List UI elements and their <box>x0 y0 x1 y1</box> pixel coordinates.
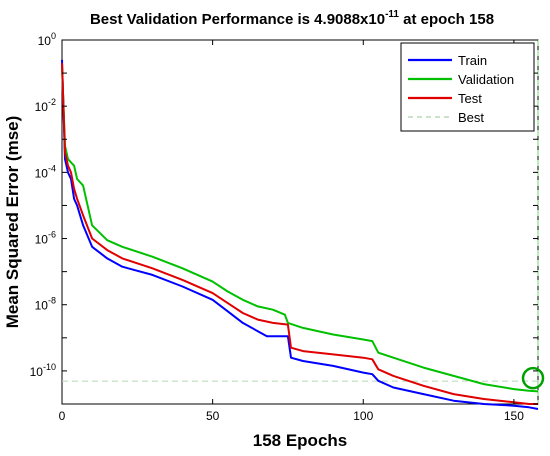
y-tick-base: 10 <box>38 34 52 48</box>
legend: Train Validation Test Best <box>400 42 535 132</box>
y-tick-base: 10 <box>35 299 49 313</box>
chart-title-exponent: -11 <box>385 9 399 20</box>
y-tick-label: 10-2 <box>35 97 56 114</box>
legend-label-best: Best <box>458 110 484 125</box>
y-tick-label: 10-10 <box>30 362 56 379</box>
best-point-marker <box>521 366 545 390</box>
legend-label-validation: Validation <box>458 72 514 87</box>
chart-title-main: Best Validation Performance is 4.9088x10 <box>90 11 385 28</box>
best-reference-lines <box>62 40 539 404</box>
x-tick-label: 150 <box>504 409 524 423</box>
x-tick-label: 100 <box>353 409 373 423</box>
y-tick-base: 10 <box>35 166 49 180</box>
best-marker-layer <box>521 366 545 390</box>
y-tick-exponent: 0 <box>51 31 56 41</box>
series-layer <box>61 59 539 410</box>
x-tick-label: 0 <box>59 409 66 423</box>
y-tick-exponent: -4 <box>48 163 56 173</box>
y-tick-exponent: -6 <box>48 230 56 240</box>
series-line-train <box>61 59 539 410</box>
legend-box <box>400 42 535 132</box>
y-tick-exponent: -2 <box>48 97 56 107</box>
y-axis-label: Mean Squared Error (mse) <box>3 116 22 329</box>
series-line-test <box>61 63 538 405</box>
y-tick-base: 10 <box>35 100 49 114</box>
x-tick-label: 50 <box>206 409 220 423</box>
y-tick-label: 10-6 <box>35 230 56 247</box>
y-tick-label: 10-4 <box>35 163 56 180</box>
y-tick-label: 100 <box>38 31 56 48</box>
y-tick-exponent: -8 <box>48 296 56 306</box>
y-tick-base: 10 <box>30 365 44 379</box>
legend-label-train: Train <box>458 53 487 68</box>
series-line-validation <box>61 66 539 393</box>
legend-label-test: Test <box>458 91 482 106</box>
chart-title: Best Validation Performance is 4.9088x10… <box>90 9 494 28</box>
y-tick-base: 10 <box>35 233 49 247</box>
x-axis-ticks: 0 50 100 150 <box>59 40 524 423</box>
y-tick-label: 10-8 <box>35 296 56 313</box>
chart-title-suffix: at epoch 158 <box>399 11 494 28</box>
y-tick-exponent: -10 <box>43 362 56 372</box>
x-axis-label: 158 Epochs <box>253 431 348 450</box>
